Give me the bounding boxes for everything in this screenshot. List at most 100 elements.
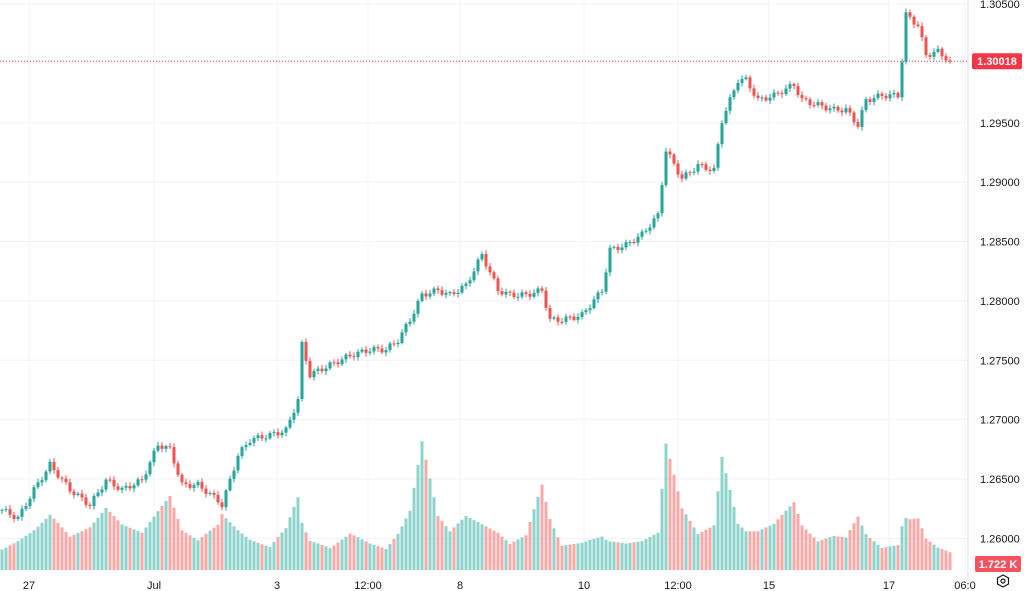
candle-body: [372, 347, 376, 352]
candle-body: [556, 317, 560, 322]
time-axis[interactable]: 27 Jul 3 12:00 8 10 12:00 15 17 06:0: [23, 580, 976, 591]
volume-bar: [88, 527, 92, 570]
candle-body: [892, 92, 896, 95]
candle-body: [272, 432, 276, 434]
volume-bar: [684, 514, 688, 570]
candle-body: [12, 514, 16, 519]
candle-body: [248, 442, 252, 446]
volume-bar: [672, 474, 676, 570]
volume-bar: [528, 521, 532, 570]
volume-bar: [320, 544, 324, 570]
candle-body: [408, 321, 412, 325]
price-axis[interactable]: 1.30500 1.29500 1.29000 1.28500 1.28000 1.275…: [980, 0, 1020, 545]
volume-bar: [580, 542, 584, 570]
volume-bar: [748, 531, 752, 570]
volume-bar: [84, 529, 88, 570]
volume-bar: [168, 496, 172, 570]
volume-bar: [840, 536, 844, 570]
candle-body: [68, 482, 72, 492]
volume-bar: [296, 497, 300, 570]
volume-bar: [248, 539, 252, 570]
candle-body: [800, 94, 804, 99]
candle-body: [808, 99, 812, 106]
candle-body: [628, 242, 632, 244]
candle-body: [572, 316, 576, 320]
candle-body: [276, 432, 280, 436]
candle-body: [492, 272, 496, 279]
volume-bar: [224, 518, 228, 570]
volume-bar: [104, 507, 108, 570]
volume-bar: [336, 542, 340, 570]
volume-bar: [800, 525, 804, 570]
candle-body: [888, 94, 892, 99]
candle-body: [244, 445, 248, 448]
volume-bar: [700, 531, 704, 570]
volume-bar: [328, 548, 332, 570]
volume-bar: [196, 540, 200, 570]
volume-bar: [460, 519, 464, 570]
candle-body: [396, 342, 400, 344]
volume-bar: [444, 526, 448, 570]
candle-body: [636, 236, 640, 243]
candle-body: [72, 491, 76, 495]
volume-bar: [636, 541, 640, 570]
volume-bar: [616, 542, 620, 570]
volume-bar: [552, 528, 556, 570]
candle-body: [200, 482, 204, 489]
volume-bar: [416, 464, 420, 570]
volume-bar: [252, 541, 256, 570]
volume-bar: [424, 459, 428, 570]
volume-bar: [312, 542, 316, 570]
volume-bar: [272, 541, 276, 570]
volume-bar: [944, 550, 948, 570]
candle-body: [392, 343, 396, 345]
volume-bar: [192, 537, 196, 570]
volume-bar: [408, 510, 412, 570]
volume-bar: [404, 518, 408, 570]
volume-bar: [352, 535, 356, 570]
volume-bar: [500, 536, 504, 570]
candle-body: [548, 307, 552, 319]
volume-bar: [792, 502, 796, 570]
candle-body: [744, 77, 748, 80]
candle-body: [376, 347, 380, 349]
candle-body: [792, 84, 796, 87]
volume-bar: [40, 522, 44, 570]
candle-body: [824, 105, 828, 111]
volume-bar: [604, 539, 608, 570]
volume-bar: [628, 542, 632, 570]
candle-body: [776, 92, 780, 94]
candle-body: [860, 110, 864, 127]
volume-bar: [164, 501, 168, 570]
candle-body: [788, 84, 792, 89]
volume-bar: [680, 508, 684, 570]
candle-body: [672, 154, 676, 164]
x-tick-label: 12:00: [664, 580, 692, 591]
candle-body: [216, 494, 220, 503]
volume-bar: [876, 544, 880, 570]
volume-bar: [900, 526, 904, 570]
candle-body: [288, 419, 292, 428]
volume-bar: [740, 527, 744, 570]
candle-body: [484, 253, 488, 267]
volume-bar: [888, 546, 892, 570]
candle-body: [40, 480, 44, 483]
volume-bar: [60, 527, 64, 570]
volume-bar: [716, 491, 720, 570]
candle-body: [516, 296, 520, 298]
candle-body: [24, 506, 28, 509]
candle-body: [864, 99, 868, 111]
volume-bar: [536, 496, 540, 570]
eye-settings-icon[interactable]: [996, 574, 1010, 588]
candle-body: [732, 90, 736, 98]
candle-body: [608, 247, 612, 273]
candle-body: [772, 92, 776, 98]
candle-body: [136, 479, 140, 486]
volume-bar: [4, 547, 8, 570]
candle-body: [812, 105, 816, 107]
candle-body: [268, 432, 272, 439]
candle-body: [448, 292, 452, 294]
candle-body: [944, 56, 948, 61]
candle-body: [760, 97, 764, 99]
